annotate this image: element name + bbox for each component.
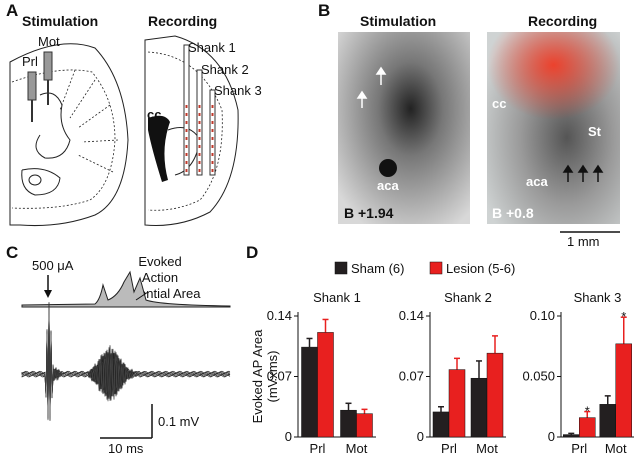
- panel-title: Recording: [528, 13, 597, 29]
- bar-charts: Sham (6) Lesion (5-6) Shank 1 Evoked AP Are…: [250, 261, 634, 456]
- trace: [21, 305, 231, 421]
- fluorescence: [487, 32, 620, 142]
- trace: [21, 303, 231, 419]
- label: Action: [142, 270, 178, 285]
- label: B +0.8: [492, 205, 534, 221]
- bar: [448, 369, 466, 438]
- panel-label: B: [318, 1, 330, 20]
- envelope: [21, 270, 231, 308]
- ventricle: [379, 159, 397, 177]
- x-tick-label: Mot: [605, 441, 627, 456]
- y-tick-label: 0: [548, 429, 555, 444]
- label: St: [588, 124, 602, 139]
- trace: [21, 303, 231, 419]
- label: cc: [147, 107, 161, 122]
- legend-swatch: [429, 261, 443, 275]
- label: B +1.94: [344, 205, 394, 221]
- x-tick-label: Mot: [346, 441, 368, 456]
- label: aca: [526, 174, 548, 189]
- legend-label: Lesion (5-6): [446, 261, 515, 276]
- panel-title: Stimulation: [22, 13, 98, 29]
- bar: [317, 332, 334, 438]
- label: Shank 3: [214, 83, 262, 98]
- panel-label: A: [6, 1, 18, 20]
- bar: [615, 343, 632, 438]
- bar: [432, 411, 450, 438]
- chart-title: Shank 2: [444, 290, 492, 305]
- histology-image: [338, 32, 470, 224]
- trace: [21, 303, 231, 418]
- y-tick-label: 0.14: [267, 308, 292, 323]
- arrow: [44, 290, 52, 298]
- label: 500 μA: [32, 258, 74, 273]
- chart-title: Shank 3: [574, 290, 622, 305]
- panel-label: C: [6, 243, 18, 262]
- bar: [340, 409, 357, 438]
- y-tick-label: 0.07: [399, 369, 424, 384]
- y-tick-label: 0.050: [522, 369, 555, 384]
- y-tick-label: 0: [417, 429, 424, 444]
- bar: [470, 377, 488, 438]
- bar: [579, 417, 596, 438]
- x-tick-label: Prl: [310, 441, 326, 456]
- label: Prl: [22, 54, 38, 69]
- chart-title: Shank 1: [313, 290, 361, 305]
- significance: *: [585, 404, 590, 419]
- panel-title: Stimulation: [360, 13, 436, 29]
- significance: *: [621, 309, 626, 324]
- label: Shank 1: [188, 40, 236, 55]
- y-axis-label: (mVxms): [265, 351, 280, 403]
- label: 1 mm: [567, 234, 600, 249]
- y-tick-label: 0: [285, 429, 292, 444]
- traces: [21, 302, 231, 422]
- legend-swatch: [334, 261, 348, 275]
- y-tick-label: 0.14: [399, 308, 424, 323]
- label: Shank 2: [201, 62, 249, 77]
- arrows: [562, 164, 604, 182]
- label: 0.1 mV: [158, 414, 200, 429]
- x-tick-label: Prl: [571, 441, 587, 456]
- arrows: [356, 66, 387, 108]
- label: Evoked: [138, 254, 181, 269]
- x-tick-label: Mot: [476, 441, 498, 456]
- trace: [21, 303, 231, 419]
- trace: [21, 306, 231, 422]
- bar: [486, 352, 504, 438]
- legend-label: Sham (6): [351, 261, 404, 276]
- y-axis-label: Evoked AP Area: [250, 329, 265, 423]
- x-tick-label: Prl: [441, 441, 457, 456]
- y-tick-label: 0.07: [267, 369, 292, 384]
- label: Mot: [38, 34, 60, 49]
- bar: [356, 413, 373, 438]
- label: aca: [377, 178, 399, 193]
- label: 10 ms: [108, 441, 144, 456]
- y-tick-label: 0.10: [530, 308, 555, 323]
- bar: [301, 346, 318, 438]
- trace: [21, 304, 231, 419]
- brain-outline: [9, 35, 239, 227]
- panel-title: Recording: [148, 13, 217, 29]
- label: cc: [492, 96, 506, 111]
- panel-label: D: [246, 243, 258, 262]
- bar: [599, 404, 616, 438]
- trace: [21, 302, 231, 417]
- arrow: [135, 291, 149, 301]
- bar: [563, 434, 580, 438]
